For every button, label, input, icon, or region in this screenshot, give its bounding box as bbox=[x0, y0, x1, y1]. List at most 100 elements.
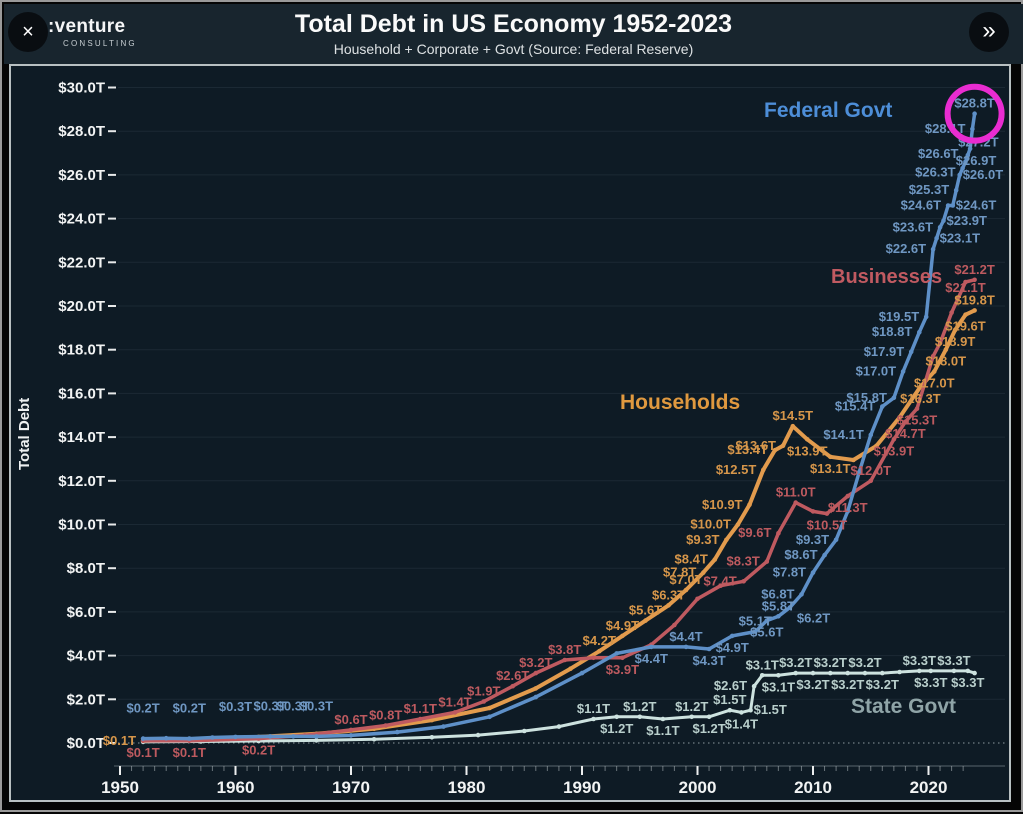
point-label-state-govt: $1.2T bbox=[623, 699, 656, 714]
next-button[interactable]: » bbox=[969, 12, 1009, 52]
data-point-households bbox=[429, 717, 435, 723]
point-label-households: $6.3T bbox=[652, 587, 685, 602]
data-point-households bbox=[747, 502, 752, 508]
data-point-households bbox=[643, 618, 648, 623]
point-label-federal-govt: $6.2T bbox=[797, 611, 830, 626]
data-point-federal-govt bbox=[960, 166, 965, 171]
close-button[interactable]: × bbox=[8, 12, 48, 52]
data-point-households bbox=[772, 447, 778, 453]
data-point-federal-govt bbox=[950, 203, 956, 208]
data-point-federal-govt bbox=[965, 152, 971, 158]
data-point-state-govt bbox=[828, 670, 833, 676]
data-point-federal-govt bbox=[210, 735, 215, 740]
data-point-federal-govt bbox=[880, 404, 885, 409]
chart-panel bbox=[9, 64, 1011, 802]
data-point-businesses bbox=[914, 406, 920, 412]
data-point-state-govt bbox=[862, 670, 868, 676]
data-point-households bbox=[952, 327, 958, 333]
data-point-state-govt bbox=[727, 707, 733, 713]
data-point-households bbox=[620, 633, 625, 639]
point-label-businesses: $11.0T bbox=[776, 485, 816, 500]
data-point-state-govt bbox=[917, 668, 922, 674]
data-point-federal-govt bbox=[187, 736, 192, 741]
data-point-households bbox=[828, 454, 833, 460]
data-point-federal-govt bbox=[314, 734, 319, 739]
point-label-households: $14.5T bbox=[773, 408, 814, 423]
data-point-households bbox=[597, 648, 602, 654]
y-axis-tick-label: $8.0T bbox=[67, 560, 105, 577]
series-line-households bbox=[141, 308, 977, 743]
data-point-federal-govt bbox=[900, 369, 906, 374]
point-label-federal-govt: $4.4T bbox=[635, 651, 668, 666]
point-label-businesses: $9.6T bbox=[738, 525, 771, 540]
data-point-businesses bbox=[591, 655, 596, 661]
data-point-households bbox=[724, 537, 729, 543]
point-label-businesses: $1.4T bbox=[438, 694, 471, 709]
data-point-state-govt bbox=[748, 707, 753, 713]
point-label-federal-govt: $4.3T bbox=[692, 653, 725, 668]
data-point-businesses bbox=[418, 716, 423, 722]
point-label-federal-govt: $19.5T bbox=[879, 309, 920, 324]
data-point-state-govt bbox=[660, 716, 666, 722]
logo-sub-text: CONSULTING bbox=[63, 39, 137, 48]
data-point-state-govt bbox=[706, 714, 712, 720]
data-point-businesses bbox=[963, 279, 968, 285]
data-point-federal-govt bbox=[487, 714, 492, 720]
series-label-federal-govt: Federal Govt bbox=[764, 99, 893, 122]
venture-consulting-logo: :venture CONSULTING bbox=[48, 16, 137, 48]
point-label-businesses: $1.9T bbox=[467, 684, 500, 699]
data-point-households bbox=[963, 312, 968, 318]
data-point-businesses bbox=[776, 530, 781, 536]
point-label-state-govt: $2.6T bbox=[714, 678, 747, 693]
data-point-federal-govt bbox=[908, 349, 914, 355]
point-label-state-govt: $1.5T bbox=[713, 692, 746, 707]
data-point-state-govt bbox=[951, 668, 957, 674]
x-axis-tick-label: 2010 bbox=[794, 778, 832, 797]
data-point-businesses bbox=[452, 710, 458, 715]
y-axis-tick-label: $26.0T bbox=[58, 167, 105, 184]
data-point-state-govt bbox=[810, 670, 816, 676]
data-point-households bbox=[972, 308, 977, 313]
data-point-federal-govt bbox=[729, 633, 735, 639]
data-point-businesses bbox=[949, 310, 954, 315]
point-label-federal-govt: $23.1T bbox=[940, 230, 981, 245]
data-point-federal-govt bbox=[683, 644, 689, 650]
point-label-federal-govt: $15.4T bbox=[835, 399, 876, 414]
data-point-federal-govt bbox=[953, 187, 959, 193]
point-label-federal-govt: $9.3T bbox=[796, 532, 829, 547]
data-point-federal-govt bbox=[614, 651, 619, 656]
point-label-state-govt: $3.3T bbox=[914, 675, 947, 690]
point-label-households: $16.3T bbox=[900, 391, 941, 406]
y-axis-tick-label: $6.0T bbox=[67, 604, 105, 621]
point-label-federal-govt: $0.2T bbox=[126, 701, 159, 716]
data-point-federal-govt bbox=[917, 329, 922, 335]
point-label-federal-govt: $0.3T bbox=[253, 698, 286, 713]
point-label-households: $19.6T bbox=[945, 319, 986, 334]
point-label-state-govt: $1.1T bbox=[577, 701, 610, 716]
page-subtitle: Household + Corporate + Govt (Source: Fe… bbox=[333, 40, 694, 57]
y-axis-tick-label: $14.0T bbox=[58, 429, 105, 446]
point-label-federal-govt: $28.8T bbox=[954, 96, 995, 111]
data-point-federal-govt bbox=[163, 735, 169, 741]
point-label-businesses: $15.3T bbox=[897, 413, 938, 428]
point-label-businesses: $12.0T bbox=[851, 463, 892, 478]
data-point-businesses bbox=[972, 277, 977, 283]
point-label-state-govt: $3.2T bbox=[796, 677, 829, 692]
point-label-businesses: $7.4T bbox=[703, 573, 736, 588]
series-line-businesses bbox=[141, 278, 977, 743]
point-label-businesses: $10.5T bbox=[807, 518, 848, 533]
point-label-businesses: $0.2T bbox=[242, 743, 275, 758]
x-axis-tick-label: 2020 bbox=[910, 778, 948, 797]
data-point-federal-govt bbox=[822, 552, 827, 558]
point-label-households: $4.2T bbox=[583, 633, 616, 648]
data-point-federal-govt bbox=[930, 246, 936, 252]
data-point-state-govt bbox=[880, 670, 885, 676]
data-point-state-govt bbox=[759, 673, 765, 678]
data-point-businesses bbox=[672, 622, 677, 628]
data-point-federal-govt bbox=[941, 218, 946, 224]
y-axis-tick-label: $30.0T bbox=[58, 80, 105, 97]
data-point-households bbox=[712, 557, 718, 562]
data-point-households bbox=[804, 437, 810, 442]
page-title: Total Debt in US Economy 1952-2023 bbox=[294, 10, 733, 39]
point-label-households: $18.0T bbox=[926, 354, 967, 369]
